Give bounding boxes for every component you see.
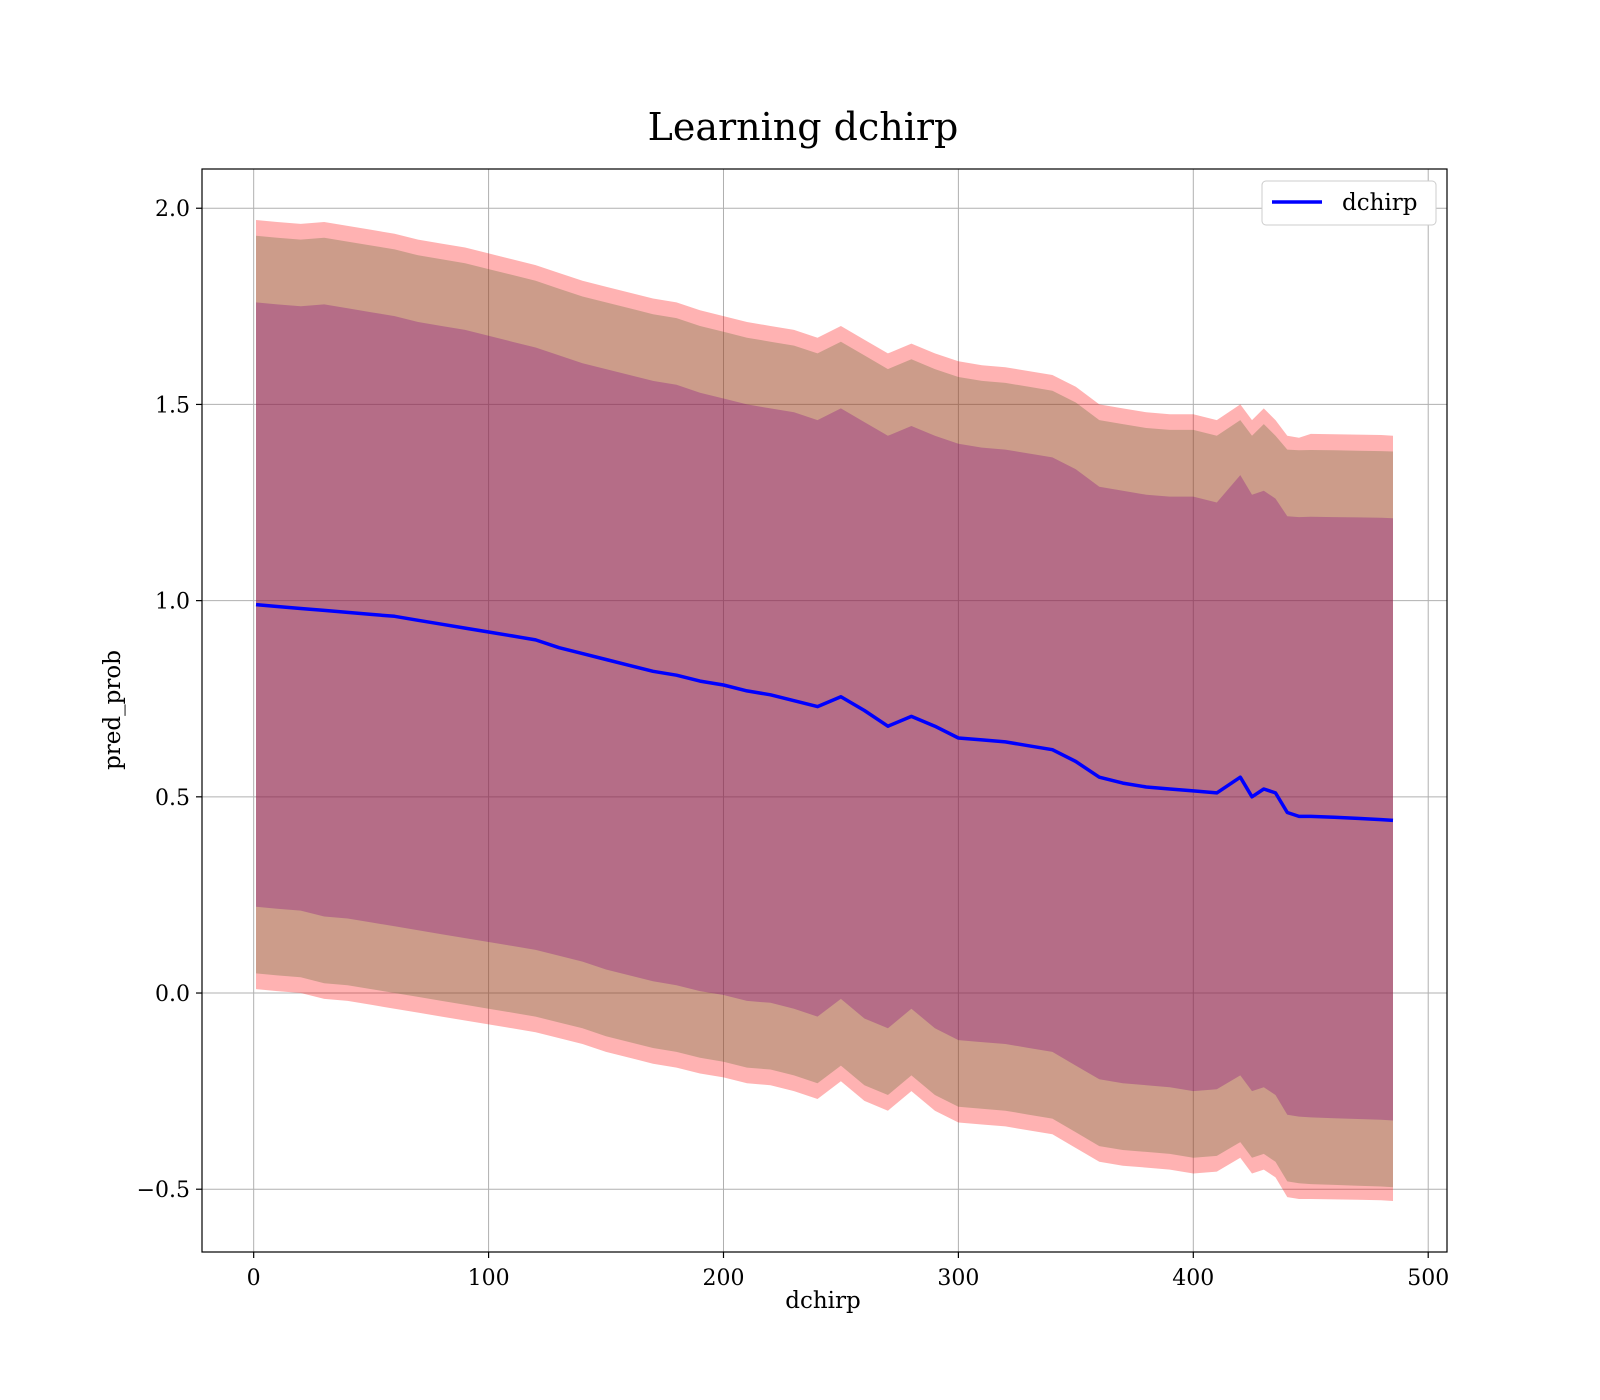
confidence-band-3: [256, 302, 1393, 1121]
y-axis-ticks: −0.5 0.0 0.5 1.0 1.5 2.0: [137, 197, 202, 1203]
legend: dchirp: [1261, 180, 1437, 226]
legend-box: [1261, 180, 1437, 226]
grid: [202, 169, 1447, 1252]
x-tick-label: 200: [702, 1266, 744, 1291]
x-tick-label: 500: [1407, 1266, 1449, 1291]
legend-label: dchirp: [1342, 190, 1418, 216]
confidence-band-1: [256, 220, 1393, 1201]
y-axis-label: pred_prob: [100, 650, 126, 770]
y-tick-label: 1.0: [155, 590, 190, 615]
series-line-dchirp: [255, 602, 1394, 823]
plot-frame: [201, 168, 1448, 1253]
confidence-band-2: [256, 235, 1393, 1188]
x-axis-label: dchirp: [785, 1288, 861, 1314]
x-tick-label: 400: [1172, 1266, 1214, 1291]
chart-title: Learning dchirp: [648, 105, 959, 149]
x-axis-ticks: 0 100 200 300 400 500: [247, 1252, 1449, 1291]
y-tick-label: 0.0: [155, 982, 190, 1007]
series-lines: [255, 602, 1394, 823]
y-tick-label: 0.5: [155, 786, 190, 811]
x-tick-label: 300: [937, 1266, 979, 1291]
x-tick-label: 0: [247, 1266, 261, 1291]
bands: [256, 220, 1393, 1201]
x-tick-label: 100: [468, 1266, 510, 1291]
y-tick-label: 1.5: [155, 393, 190, 418]
y-tick-label: 2.0: [155, 197, 190, 222]
y-tick-label: −0.5: [137, 1178, 190, 1203]
